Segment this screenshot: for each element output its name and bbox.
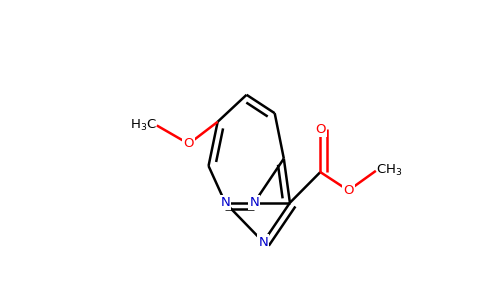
Text: N: N: [220, 196, 230, 209]
Text: CH$_3$: CH$_3$: [376, 163, 402, 178]
Text: O: O: [343, 184, 354, 197]
Text: O: O: [315, 123, 326, 136]
Text: H$_3$C: H$_3$C: [130, 118, 157, 133]
Text: N: N: [249, 196, 259, 209]
Text: N: N: [258, 236, 268, 248]
Text: O: O: [183, 137, 194, 150]
